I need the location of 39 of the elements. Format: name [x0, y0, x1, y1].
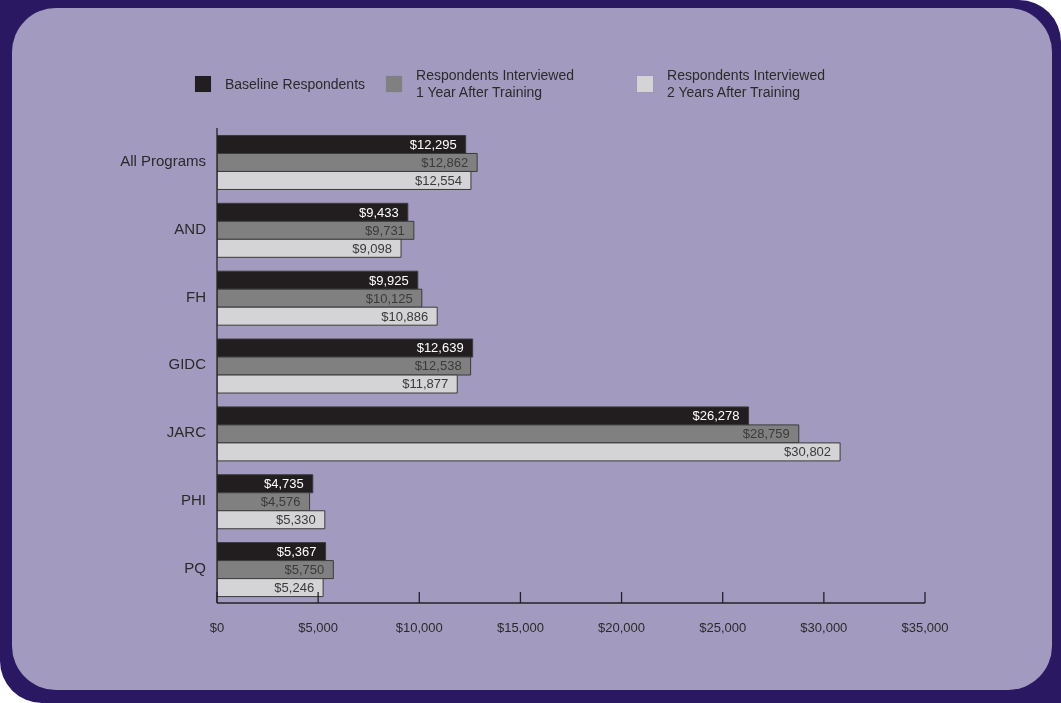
- y-tick-label: JARC: [166, 423, 207, 441]
- legend-label: Baseline Respondents: [224, 75, 366, 93]
- data-label: $26,278: [692, 408, 740, 424]
- data-label: $9,433: [359, 204, 399, 220]
- y-tick-label: GIDC: [168, 355, 207, 373]
- data-label: $5,750: [284, 562, 325, 578]
- data-label: $5,330: [276, 512, 316, 528]
- data-label: $30,802: [784, 444, 832, 460]
- data-label: $12,862: [421, 154, 469, 170]
- data-label: $12,295: [409, 136, 457, 152]
- data-label: $4,576: [260, 494, 301, 510]
- x-tick-label: $25,000: [699, 620, 747, 636]
- legend-label: Respondents Interviewed 1 Year After Training: [416, 67, 576, 101]
- data-label: $9,925: [369, 272, 409, 288]
- data-label: $10,125: [365, 290, 413, 306]
- data-label: $4,735: [264, 476, 304, 492]
- x-tick-label: $0: [209, 620, 225, 636]
- data-label: $12,639: [416, 340, 464, 356]
- x-tick-label: $10,000: [395, 620, 443, 636]
- data-label: $9,098: [352, 240, 393, 256]
- data-label: $28,759: [742, 426, 790, 442]
- data-label: $11,877: [402, 376, 449, 392]
- data-label: $12,554: [414, 172, 462, 188]
- x-tick-label: $15,000: [496, 620, 544, 636]
- y-tick-label: All Programs: [120, 151, 206, 169]
- data-label: $10,886: [381, 308, 429, 324]
- data-label: $5,367: [276, 544, 317, 560]
- x-tick-label: $20,000: [598, 620, 646, 636]
- y-tick-label: PQ: [184, 559, 206, 577]
- x-tick-label: $30,000: [800, 620, 848, 636]
- data-label: $9,731: [365, 222, 405, 238]
- y-tick-label: PHI: [180, 491, 206, 509]
- x-tick-label: $35,000: [901, 620, 949, 636]
- y-tick-label: AND: [174, 219, 207, 237]
- data-label: $5,246: [274, 580, 315, 596]
- data-label: $12,538: [414, 358, 462, 374]
- x-tick-label: $5,000: [298, 620, 339, 636]
- y-tick-label: FH: [186, 287, 206, 305]
- legend-label: Respondents Interviewed 2 Years After Training: [667, 67, 827, 101]
